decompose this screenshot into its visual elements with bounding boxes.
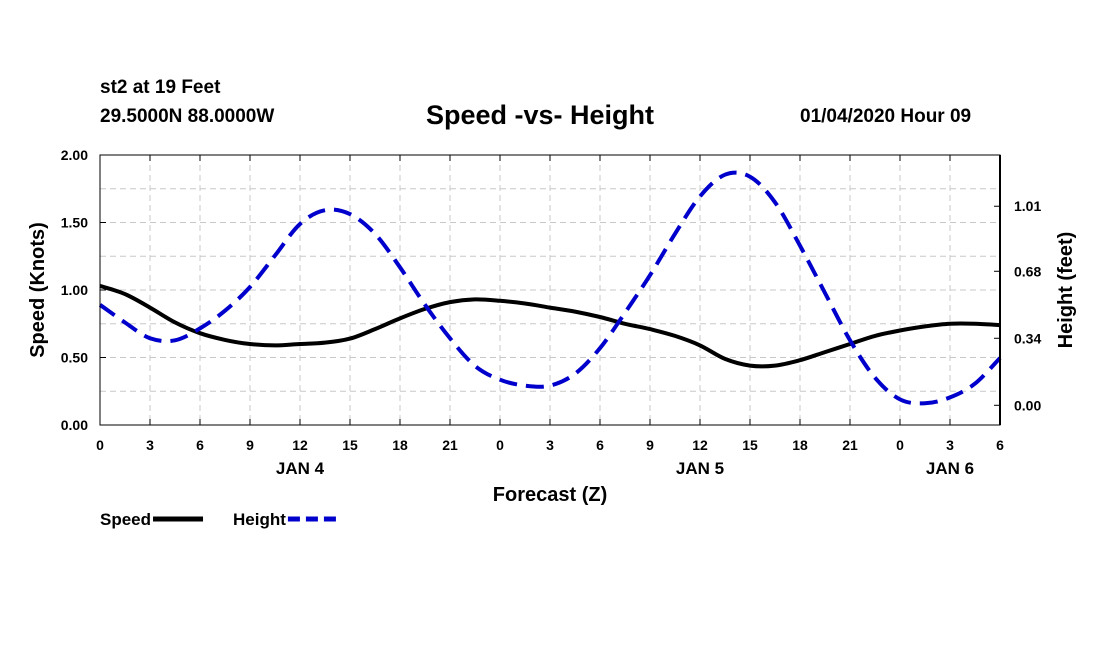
y-tick-label: 0.50: [61, 350, 88, 366]
x-tick-label: 9: [246, 437, 254, 453]
y2-tick-label: 1.01: [1014, 198, 1041, 214]
date-label: JAN 6: [926, 459, 974, 478]
y-tick-label: 1.50: [61, 215, 88, 231]
y-tick-label: 1.00: [61, 282, 88, 298]
y2-tick-label: 0.00: [1014, 397, 1041, 413]
x-axis-title: Forecast (Z): [493, 484, 607, 506]
y-axis-title: Speed (Knots): [27, 222, 49, 358]
x-tick-label: 6: [996, 437, 1004, 453]
x-tick-label: 21: [842, 437, 858, 453]
x-tick-label: 6: [596, 437, 604, 453]
y2-tick-label: 0.34: [1014, 330, 1041, 346]
chart-title: Speed -vs- Height: [426, 100, 655, 130]
axis-layer: [99, 154, 1001, 426]
y2-axis-title: Height (feet): [1055, 232, 1077, 349]
legend-label: Speed: [100, 510, 151, 529]
x-tick-label: 0: [96, 437, 104, 453]
x-tick-label: 3: [946, 437, 954, 453]
x-tick-label: 18: [392, 437, 408, 453]
x-tick-label: 12: [692, 437, 708, 453]
forecast-datetime: 01/04/2020 Hour 09: [800, 106, 972, 127]
y-tick-label: 0.00: [61, 417, 88, 433]
height-series-line: [98, 170, 1002, 406]
date-label: JAN 4: [276, 459, 325, 478]
legend: Speed Height: [100, 510, 338, 529]
grid-layer: [100, 155, 1000, 425]
x-tick-label: 3: [146, 437, 154, 453]
date-label: JAN 5: [676, 459, 724, 478]
x-tick-label: 0: [496, 437, 504, 453]
legend-label: Height: [233, 510, 286, 529]
x-tick-label: 21: [442, 437, 458, 453]
x-tick-label: 15: [342, 437, 358, 453]
y2-tick-label: 0.68: [1014, 263, 1041, 279]
x-tick-label: 0: [896, 437, 904, 453]
x-tick-label: 15: [742, 437, 758, 453]
x-tick-label: 6: [196, 437, 204, 453]
x-tick-label: 12: [292, 437, 308, 453]
station-label: st2 at 19 Feet: [100, 77, 221, 98]
coordinates-label: 29.5000N 88.0000W: [100, 106, 275, 127]
y-tick-label: 2.00: [61, 147, 88, 163]
x-tick-label: 3: [546, 437, 554, 453]
x-tick-label: 18: [792, 437, 808, 453]
label-layer: 0 3 6 9 12 15 18 21 0 3 6 9 12 15 18 21 0 3 6 0.00 0.50 1.00 1…: [27, 147, 1077, 506]
series-layer: [98, 170, 1002, 406]
x-tick-label: 9: [646, 437, 654, 453]
